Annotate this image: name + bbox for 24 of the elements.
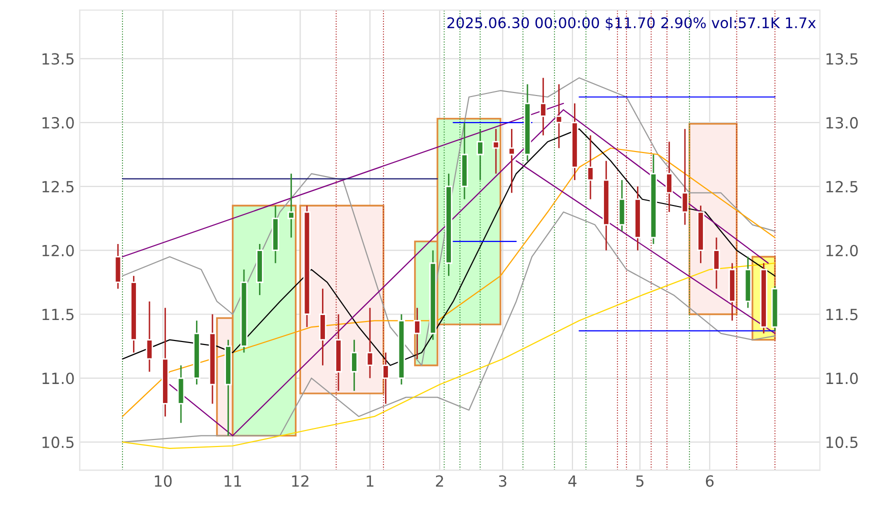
y-tick-label: 12.5	[42, 180, 74, 192]
y-tick-label: 12.0	[42, 244, 74, 256]
x-tick-label: 6	[706, 475, 714, 487]
x-tick-label: 1	[366, 475, 374, 487]
y-tick-label: 11.5	[42, 308, 74, 320]
y2-tick-label: 12.5	[826, 180, 858, 192]
y2-tick-label: 11.0	[826, 372, 858, 384]
x-tick-label: 11	[224, 475, 242, 487]
chart-title: 2025.06.30 00:00:00 $11.70 2.90% vol:57.1K 1.7x	[447, 17, 816, 30]
y2-tick-label: 12.0	[826, 244, 858, 256]
x-tick-label: 10	[154, 475, 172, 487]
y2-tick-label: 13.0	[826, 117, 858, 129]
x-tick-label: 12	[292, 475, 308, 487]
y-tick-label: 11.0	[42, 372, 74, 384]
y2-tick-label: 11.5	[826, 308, 858, 320]
y2-tick-label: 10.5	[826, 436, 858, 448]
x-tick-label: 3	[499, 475, 506, 487]
y-tick-label: 13.5	[42, 53, 74, 65]
x-tick-label: 5	[636, 475, 644, 487]
y-tick-label: 13.0	[42, 117, 74, 129]
y2-tick-label: 13.5	[826, 53, 858, 65]
x-tick-label: 2	[436, 475, 444, 487]
x-tick-label: 4	[568, 475, 576, 487]
y-tick-label: 10.5	[42, 436, 74, 448]
